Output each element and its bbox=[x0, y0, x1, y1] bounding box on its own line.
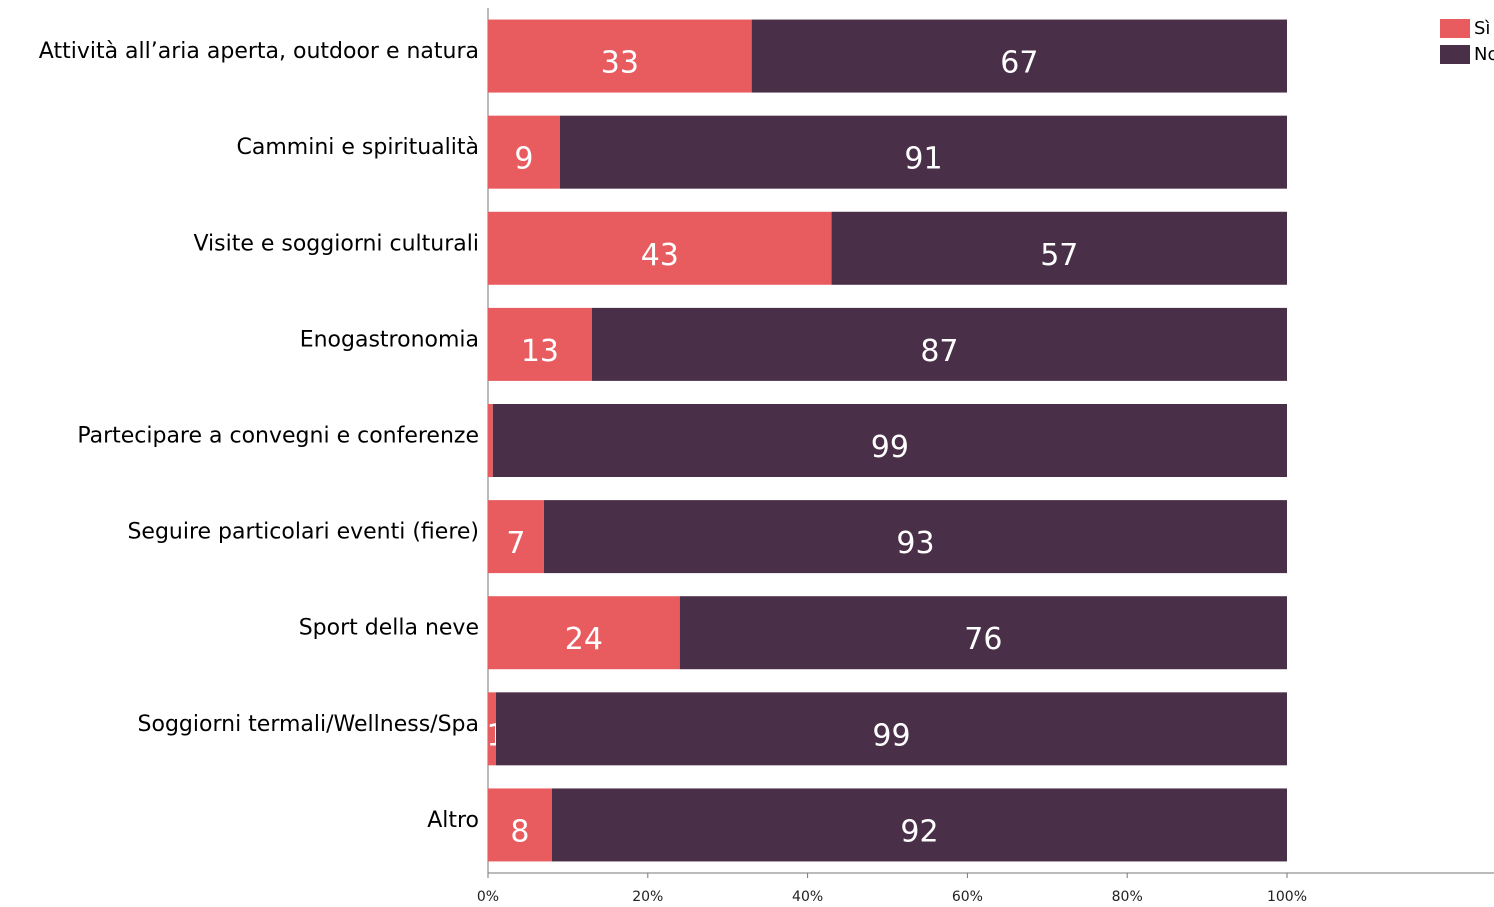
bar-segment bbox=[751, 19, 1287, 93]
bar-segment bbox=[488, 692, 496, 766]
legend-label: Sì bbox=[1474, 18, 1490, 39]
bar-segment bbox=[492, 404, 1287, 477]
category-label: Visite e soggiorni culturali bbox=[193, 231, 479, 256]
data-label: 93 bbox=[896, 526, 934, 561]
bar-segment bbox=[488, 19, 752, 93]
bar-segment bbox=[591, 307, 1287, 381]
x-tick-label: 80% bbox=[1112, 889, 1143, 905]
bar-segment bbox=[488, 788, 552, 862]
legend-label: No bbox=[1474, 44, 1494, 65]
data-label: 8 bbox=[510, 814, 529, 849]
category-label: Seguire particolari eventi (fiere) bbox=[127, 520, 479, 545]
x-tick-label: 100% bbox=[1267, 889, 1307, 905]
bar-segment bbox=[551, 788, 1287, 862]
bar-segment bbox=[831, 211, 1287, 285]
data-label: 67 bbox=[1000, 46, 1038, 81]
bar-segment bbox=[488, 500, 544, 574]
category-label: Partecipare a convegni e conferenze bbox=[77, 424, 479, 449]
data-label: 57 bbox=[1040, 238, 1078, 273]
x-tick-label: 60% bbox=[952, 889, 983, 905]
data-label: 9 bbox=[514, 142, 533, 177]
data-label: 99 bbox=[871, 430, 909, 465]
bar-segment bbox=[488, 404, 493, 477]
data-label: 99 bbox=[872, 718, 910, 753]
data-label: 7 bbox=[506, 526, 525, 561]
bar-segment bbox=[679, 596, 1287, 670]
bar-segment bbox=[488, 211, 832, 285]
bar-segment bbox=[488, 596, 680, 670]
category-label: Altro bbox=[427, 808, 479, 833]
category-label: Enogastronomia bbox=[300, 327, 479, 352]
data-label: 33 bbox=[601, 46, 639, 81]
bar-segment bbox=[488, 115, 560, 189]
data-label: 76 bbox=[964, 622, 1002, 657]
category-label: Cammini e spiritualità bbox=[237, 135, 479, 160]
data-label: 87 bbox=[920, 334, 958, 369]
bar-segment bbox=[488, 307, 592, 381]
legend-swatch bbox=[1440, 19, 1470, 38]
x-tick-label: 0% bbox=[477, 889, 499, 905]
category-label: Sport della neve bbox=[299, 616, 479, 641]
legend-swatch bbox=[1440, 45, 1470, 64]
data-label: 13 bbox=[521, 334, 559, 369]
category-label: Soggiorni termali/Wellness/Spa bbox=[138, 712, 479, 737]
data-label: 91 bbox=[904, 142, 942, 177]
x-tick-label: 40% bbox=[792, 889, 823, 905]
data-label: 24 bbox=[565, 622, 603, 657]
bar-segment bbox=[495, 692, 1287, 766]
category-label: Attività all’aria aperta, outdoor e natu… bbox=[39, 39, 479, 64]
bar-segment bbox=[559, 115, 1287, 189]
bar-segment bbox=[543, 500, 1287, 574]
data-label: 92 bbox=[900, 814, 938, 849]
data-label: 43 bbox=[641, 238, 679, 273]
x-tick-label: 20% bbox=[632, 889, 663, 905]
